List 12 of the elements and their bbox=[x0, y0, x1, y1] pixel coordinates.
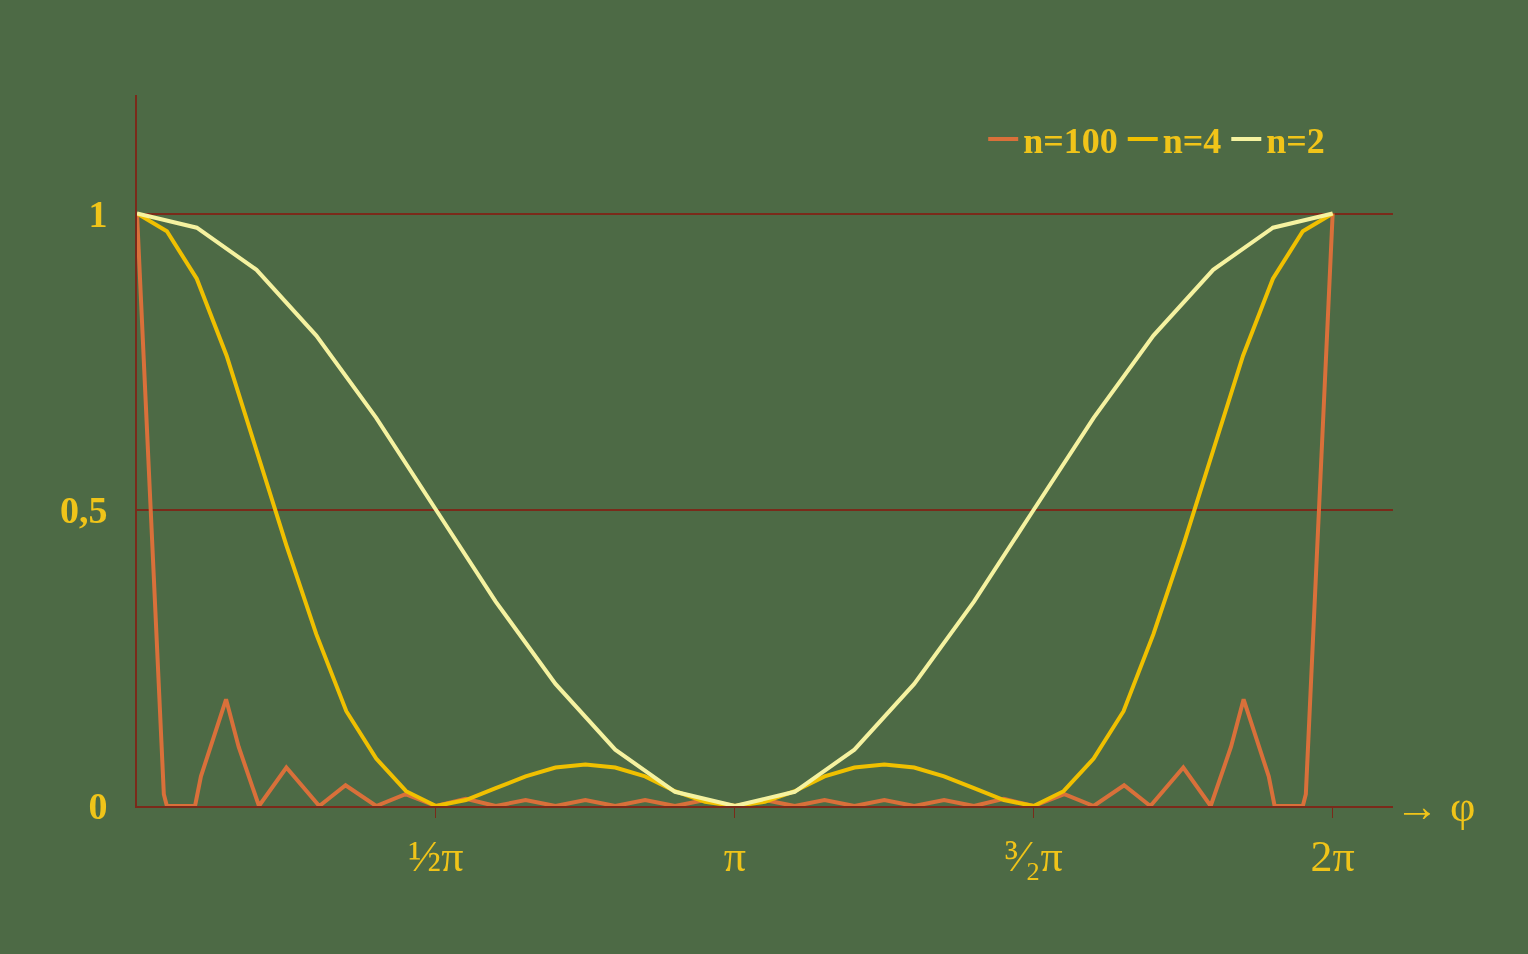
line-series bbox=[137, 211, 1335, 806]
x-tick-label: ½π bbox=[408, 831, 464, 881]
x-axis-title: → φ bbox=[1395, 782, 1476, 831]
x-tick-label: 2π bbox=[1310, 831, 1355, 881]
legend-label: n=100 bbox=[1023, 121, 1118, 162]
y-tick-label: 1 bbox=[88, 192, 108, 235]
legend-label: n=4 bbox=[1162, 121, 1222, 162]
y-tick-label: 0,5 bbox=[59, 489, 108, 532]
x-tick-label: ³⁄₂π bbox=[1004, 831, 1063, 881]
legend-label: n=2 bbox=[1266, 121, 1325, 162]
y-tick-label: 0 bbox=[88, 785, 108, 828]
x-tick-label: π bbox=[723, 831, 747, 881]
